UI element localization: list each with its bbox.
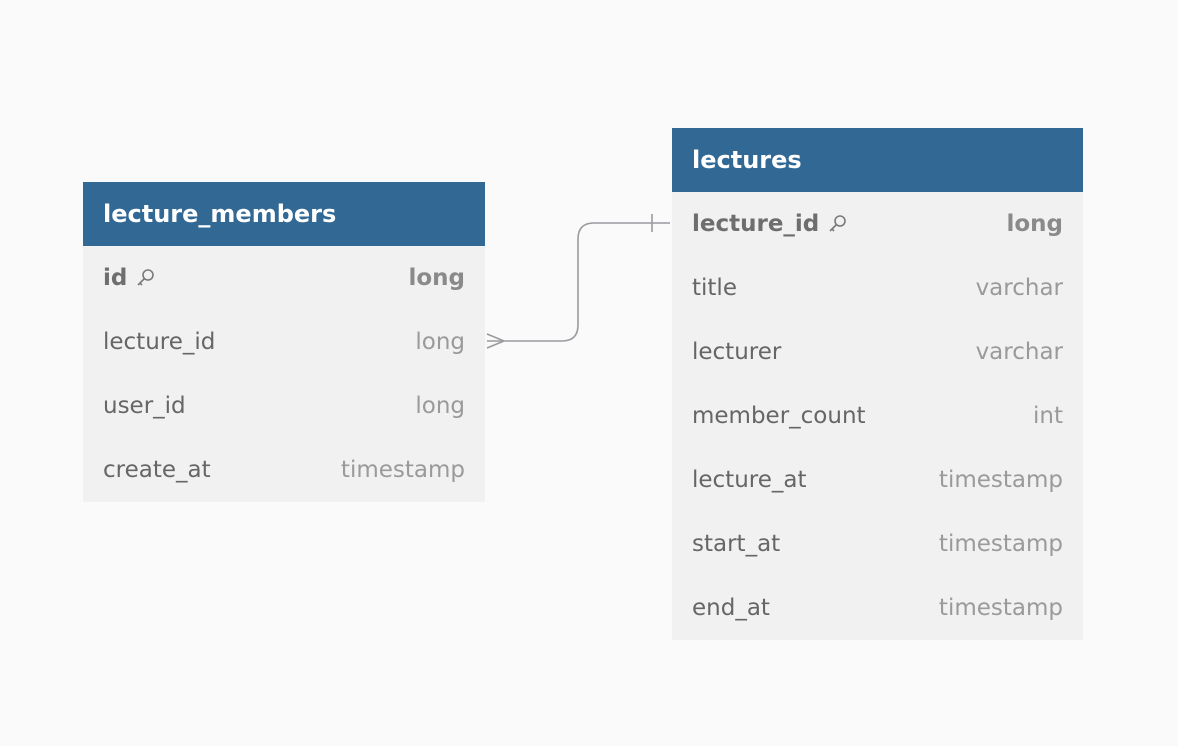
- key-icon: [137, 269, 155, 286]
- table-lecture-members[interactable]: lecture_members id long lecture_id long …: [83, 182, 485, 502]
- column-type: long: [415, 393, 465, 419]
- table-row[interactable]: start_at timestamp: [672, 512, 1083, 576]
- column-name: title: [692, 275, 737, 301]
- column-type: long: [408, 265, 465, 291]
- column-type: long: [415, 329, 465, 355]
- column-name: lecture_at: [692, 467, 807, 493]
- column-type: timestamp: [938, 595, 1063, 621]
- column-type: timestamp: [938, 531, 1063, 557]
- table-row[interactable]: lecture_id long: [83, 310, 485, 374]
- table-header[interactable]: lecture_members: [83, 182, 485, 246]
- column-name: end_at: [692, 595, 770, 621]
- table-row[interactable]: lecturer varchar: [672, 320, 1083, 384]
- column-name: user_id: [103, 393, 186, 419]
- column-type: int: [1033, 403, 1063, 429]
- column-type: timestamp: [340, 457, 465, 483]
- key-icon: [829, 215, 847, 232]
- column-name: lecture_id: [103, 329, 216, 355]
- table-row[interactable]: title varchar: [672, 256, 1083, 320]
- table-row[interactable]: member_count int: [672, 384, 1083, 448]
- table-lectures[interactable]: lectures lecture_id long title varchar l…: [672, 128, 1083, 640]
- column-type: varchar: [975, 275, 1063, 301]
- table-row[interactable]: lecture_id long: [672, 192, 1083, 256]
- column-name: lecture_id: [692, 211, 820, 237]
- column-name: lecturer: [692, 339, 782, 365]
- column-type: timestamp: [938, 467, 1063, 493]
- table-row[interactable]: end_at timestamp: [672, 576, 1083, 640]
- column-name: id: [103, 265, 128, 291]
- column-name: create_at: [103, 457, 211, 483]
- table-row[interactable]: lecture_at timestamp: [672, 448, 1083, 512]
- column-type: varchar: [975, 339, 1063, 365]
- crows-foot-many-marker: [486, 333, 505, 349]
- table-header[interactable]: lectures: [672, 128, 1083, 192]
- table-row[interactable]: id long: [83, 246, 485, 310]
- relationship-line: [487, 222, 670, 342]
- table-row[interactable]: create_at timestamp: [83, 438, 485, 502]
- column-name: member_count: [692, 403, 866, 429]
- column-name: start_at: [692, 531, 781, 557]
- table-row[interactable]: user_id long: [83, 374, 485, 438]
- column-type: long: [1006, 211, 1063, 237]
